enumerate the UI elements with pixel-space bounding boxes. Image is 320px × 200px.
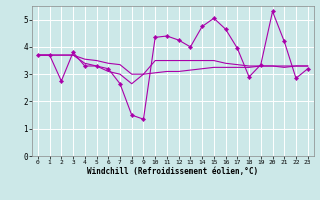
X-axis label: Windchill (Refroidissement éolien,°C): Windchill (Refroidissement éolien,°C) [87, 167, 258, 176]
